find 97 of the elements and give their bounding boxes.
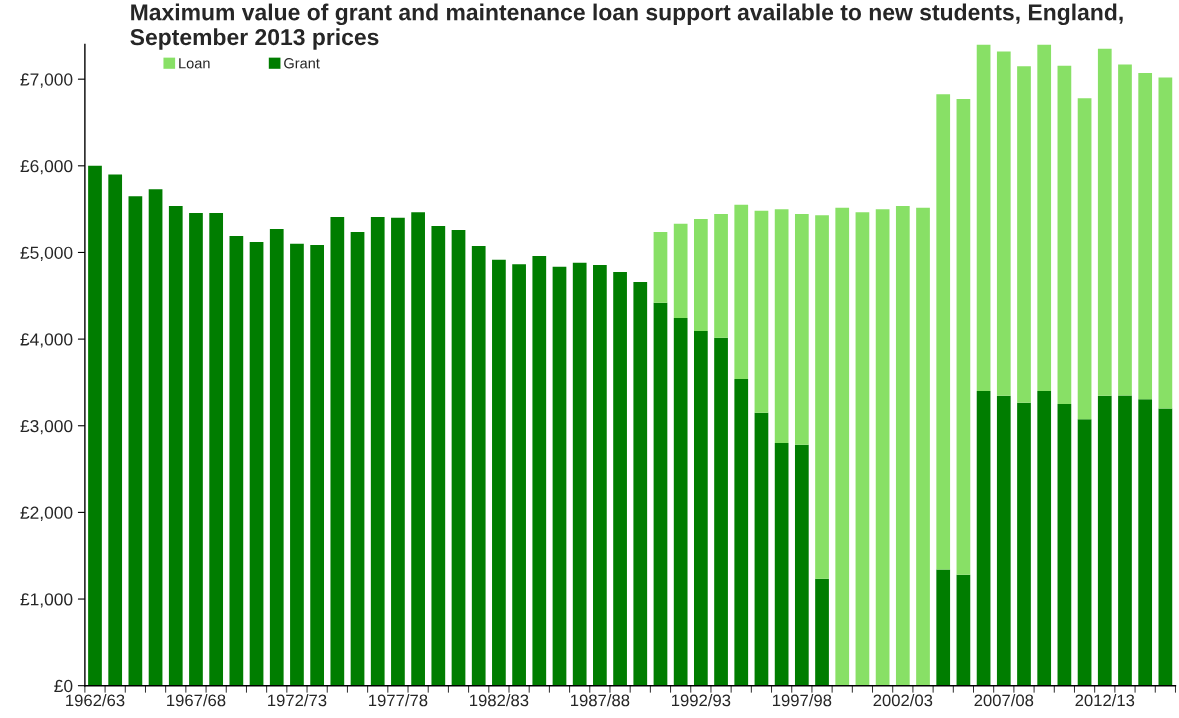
legend-label: Grant — [284, 58, 320, 69]
bar — [168, 206, 183, 686]
bar — [1097, 48, 1112, 396]
bar — [1118, 395, 1132, 686]
bar — [754, 412, 769, 686]
bar — [209, 213, 224, 686]
bar — [976, 44, 991, 392]
bar — [290, 243, 304, 686]
y-tick-label: £1,000 — [20, 593, 73, 608]
x-tick-label: 2007/08 — [974, 694, 1034, 707]
bar — [936, 569, 951, 686]
x-tick-label: 1982/83 — [470, 694, 529, 707]
bar — [693, 219, 708, 331]
bar — [875, 209, 890, 686]
bar — [1057, 404, 1072, 686]
x-tick-label: 1992/93 — [672, 694, 731, 707]
y-tick-label: £4,000 — [20, 333, 73, 348]
bar — [148, 189, 163, 686]
bar — [552, 266, 567, 686]
bar — [189, 213, 203, 686]
bar — [593, 265, 607, 686]
bar — [310, 245, 325, 686]
bar — [1037, 44, 1052, 392]
y-tick-label: £0 — [54, 679, 73, 693]
bar — [1057, 65, 1072, 405]
bar — [794, 213, 809, 445]
bar — [734, 378, 749, 686]
bar — [916, 207, 930, 686]
bar — [673, 223, 688, 318]
bar — [411, 212, 425, 686]
bar — [754, 210, 769, 413]
bar — [330, 216, 345, 686]
bar — [269, 229, 284, 686]
bar — [128, 196, 143, 686]
y-tick-label: £5,000 — [20, 246, 73, 261]
bar — [956, 99, 971, 575]
bar — [895, 206, 910, 686]
bar — [391, 217, 405, 686]
bar — [734, 204, 749, 379]
bar — [1118, 64, 1132, 396]
x-tick-label: 1972/73 — [268, 694, 327, 707]
bar — [815, 215, 829, 579]
bar — [249, 242, 264, 686]
bar — [996, 51, 1011, 396]
bar — [451, 229, 466, 686]
legend-label: Loan — [179, 58, 210, 69]
x-tick-label: 1997/98 — [772, 694, 832, 707]
bar — [572, 262, 587, 686]
x-tick-label: 1967/68 — [167, 694, 226, 707]
bar — [774, 443, 789, 686]
bar — [936, 94, 951, 570]
bar — [1077, 419, 1092, 686]
bar — [613, 271, 627, 686]
bar — [229, 236, 244, 686]
x-tick-label: 1977/78 — [369, 694, 428, 707]
bar — [492, 259, 506, 686]
y-tick-label: £6,000 — [20, 159, 73, 175]
x-tick-label: 1987/88 — [571, 694, 630, 707]
bar — [774, 209, 789, 444]
bar — [108, 174, 123, 686]
bar — [471, 245, 486, 686]
bar — [835, 207, 850, 686]
bar — [431, 226, 446, 686]
bar — [956, 574, 971, 686]
chart-title: Maximum value of grant and maintenance loan support available to new students, England, September 2013 prices — [130, 3, 1123, 50]
bar — [1077, 98, 1092, 420]
bar — [673, 317, 688, 686]
bar — [794, 444, 809, 686]
x-tick-label: 1962/63 — [66, 694, 125, 707]
bar — [815, 578, 829, 686]
bar — [653, 302, 668, 686]
bar — [714, 213, 728, 338]
bar — [1158, 77, 1173, 409]
bar — [1017, 402, 1031, 686]
bar — [1037, 391, 1052, 686]
bar — [714, 337, 728, 686]
bar — [693, 330, 708, 686]
y-tick-label: £7,000 — [20, 73, 73, 88]
bar — [532, 255, 547, 686]
bar — [996, 395, 1011, 686]
bar — [855, 212, 870, 686]
bar — [370, 216, 385, 686]
x-tick-label: 2012/13 — [1075, 694, 1135, 707]
bar — [1138, 399, 1153, 686]
bar — [1138, 73, 1153, 400]
y-tick-label: £3,000 — [20, 419, 73, 435]
bar — [1158, 408, 1173, 686]
bar — [350, 232, 365, 686]
bar — [976, 391, 991, 686]
x-tick-label: 2002/03 — [873, 694, 933, 707]
y-tick-label: £2,000 — [20, 506, 73, 521]
bar — [1097, 395, 1112, 686]
bar — [653, 232, 668, 303]
bar — [1017, 66, 1031, 403]
bar — [633, 281, 648, 686]
bar — [88, 165, 102, 686]
bar — [512, 264, 526, 686]
